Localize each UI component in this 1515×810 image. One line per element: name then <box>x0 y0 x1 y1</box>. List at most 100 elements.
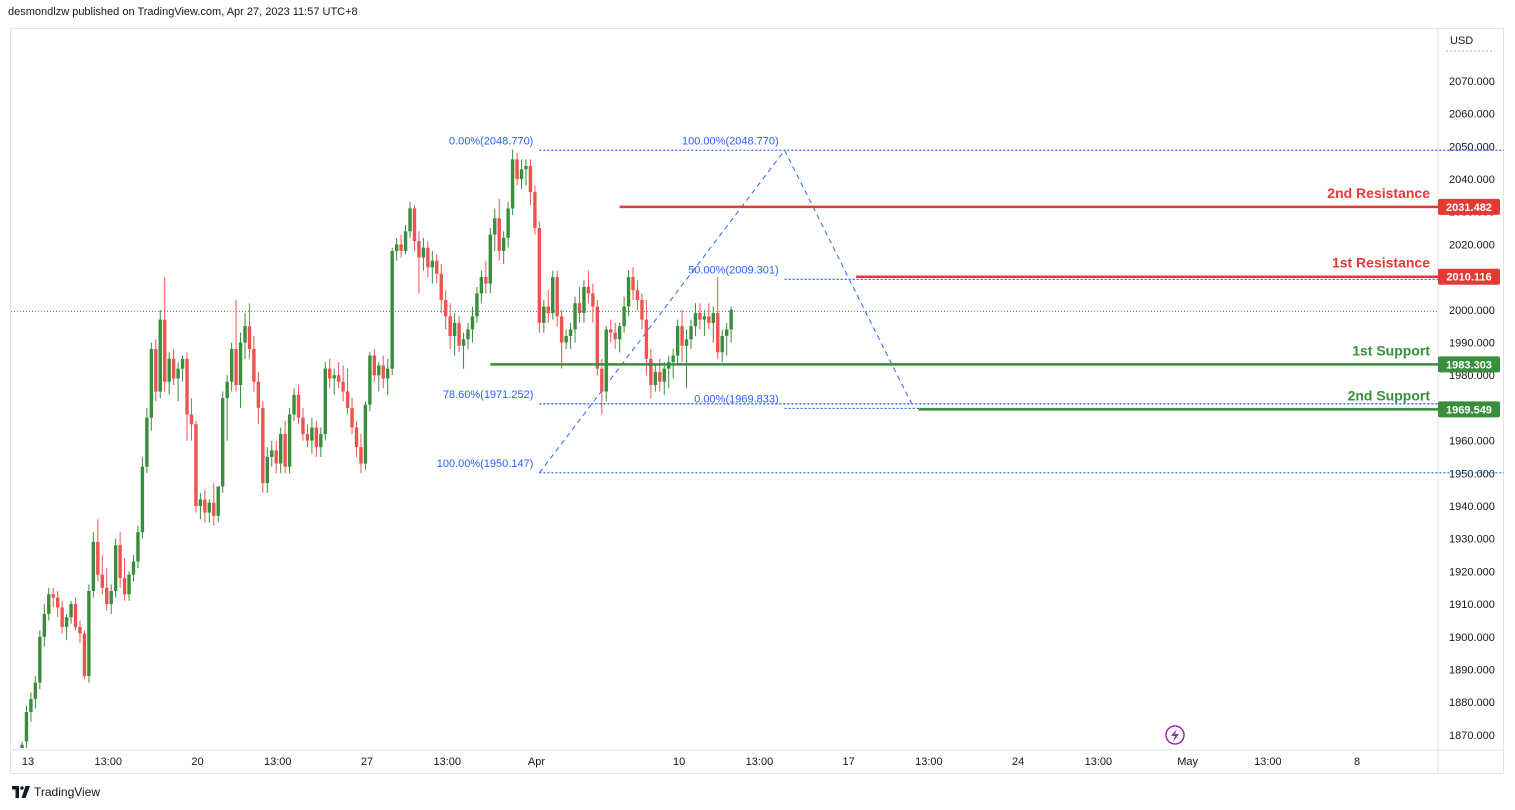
fib-level-label: 0.00%(1969.833) <box>694 393 778 405</box>
candle-body <box>649 358 653 386</box>
candle-body <box>475 293 479 317</box>
candle-body <box>461 339 466 346</box>
price-tick-label: 2020.000 <box>1449 239 1495 251</box>
candle-body <box>113 545 118 592</box>
candle-body <box>613 332 617 340</box>
candle <box>444 290 448 330</box>
candle-body <box>194 424 198 506</box>
candle-body <box>203 499 207 513</box>
candle <box>296 385 301 425</box>
time-tick-label: 13:00 <box>433 756 461 768</box>
candle-body <box>270 450 274 457</box>
lightning-icon[interactable] <box>1165 725 1185 745</box>
candle-body <box>675 326 680 356</box>
level-name-label: 2nd Support <box>1348 387 1431 403</box>
candle <box>216 486 220 523</box>
candle <box>274 440 278 474</box>
candle <box>47 587 51 621</box>
candle <box>33 676 38 709</box>
candle <box>234 299 238 392</box>
candle-body <box>189 414 194 425</box>
candle <box>698 303 702 330</box>
price-tag-label: 1983.303 <box>1446 359 1492 371</box>
candle-body <box>24 712 29 742</box>
candle <box>109 584 113 614</box>
candle-body <box>671 355 675 363</box>
time-axis[interactable]: 13 13:00 20 13:00 27 13:00 Apr 10 13:00 17 13:00 24… <box>22 756 1360 768</box>
candle-body <box>163 319 167 382</box>
candle <box>100 555 104 595</box>
candle <box>435 254 439 284</box>
candle-body <box>519 169 524 179</box>
candle <box>689 319 693 350</box>
candle-body <box>684 339 689 346</box>
candle-body <box>167 358 171 382</box>
candle <box>359 434 363 474</box>
candle <box>136 525 140 569</box>
candle-body <box>180 358 185 369</box>
candle <box>421 237 426 271</box>
fib-level-label: 50.00%(2009.301) <box>688 264 779 276</box>
price-tick-label: 1910.000 <box>1449 599 1495 611</box>
candle <box>626 270 631 317</box>
candle-body <box>568 329 573 336</box>
candle-body <box>506 208 510 238</box>
candle-body <box>20 744 24 748</box>
candle <box>105 568 109 611</box>
candle-body <box>604 329 608 392</box>
candle <box>194 420 198 513</box>
candle <box>377 362 381 392</box>
candle-body <box>501 237 506 251</box>
candle <box>600 358 604 415</box>
candle-body <box>301 417 305 435</box>
candle <box>332 368 336 395</box>
candle <box>595 299 600 376</box>
candle-body <box>439 273 443 300</box>
candle <box>653 365 658 392</box>
candle-body <box>51 594 55 598</box>
candle <box>466 322 470 350</box>
candle <box>439 264 443 314</box>
candle <box>461 332 466 369</box>
price-tick-label: 1990.000 <box>1449 338 1495 350</box>
time-tick-label: Apr <box>528 756 545 768</box>
candle-body <box>243 326 247 343</box>
price-tick-label: 2040.000 <box>1449 174 1495 186</box>
candle-body <box>368 355 372 405</box>
candle <box>408 201 412 238</box>
candle-body <box>626 277 631 307</box>
candle <box>310 417 314 454</box>
candle <box>488 228 492 294</box>
chart-frame[interactable] <box>10 28 1504 774</box>
candle-body <box>417 241 421 258</box>
candle <box>145 407 149 474</box>
price-tick-label: 1900.000 <box>1449 632 1495 644</box>
time-tick-label: 13:00 <box>95 756 123 768</box>
candle-body <box>336 375 341 382</box>
lightning-icon-bolt[interactable] <box>1171 729 1179 742</box>
price-tag-label: 1969.549 <box>1446 404 1492 416</box>
candle <box>519 159 524 189</box>
candle-body <box>305 434 310 441</box>
support-resistance-levels[interactable]: 2nd Resistance 2031.482 1st Resistance 2010… <box>490 185 1500 418</box>
candle-body <box>399 244 403 251</box>
candle <box>390 247 394 376</box>
candle-body <box>421 247 426 258</box>
candle <box>372 349 377 382</box>
candle-body <box>640 299 644 320</box>
time-tick-label: 20 <box>191 756 203 768</box>
candle <box>73 597 78 631</box>
candle <box>399 234 403 258</box>
candlestick-chart[interactable]: USD2070.0002060.0002050.0002040.0002030.… <box>0 0 1515 785</box>
candle <box>149 342 154 431</box>
lightning-icon-ring[interactable] <box>1165 725 1185 745</box>
candle-body <box>559 316 564 343</box>
candle-body <box>542 306 546 323</box>
candle <box>171 349 176 386</box>
candles <box>20 149 733 748</box>
fib-trend-line[interactable] <box>538 150 786 474</box>
candle <box>314 420 319 457</box>
candle-body <box>372 355 377 376</box>
candle <box>319 427 323 457</box>
candle-body <box>328 368 332 379</box>
